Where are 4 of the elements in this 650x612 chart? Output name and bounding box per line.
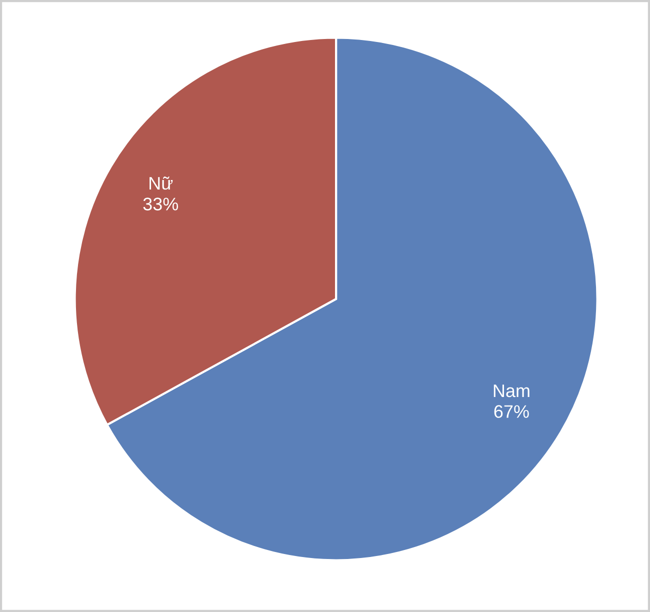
slice-label: Nữ (150, 176, 173, 190)
data-label: 33% (143, 198, 178, 210)
data-label: 67% (494, 405, 529, 418)
slice-label: Nam (494, 384, 530, 398)
